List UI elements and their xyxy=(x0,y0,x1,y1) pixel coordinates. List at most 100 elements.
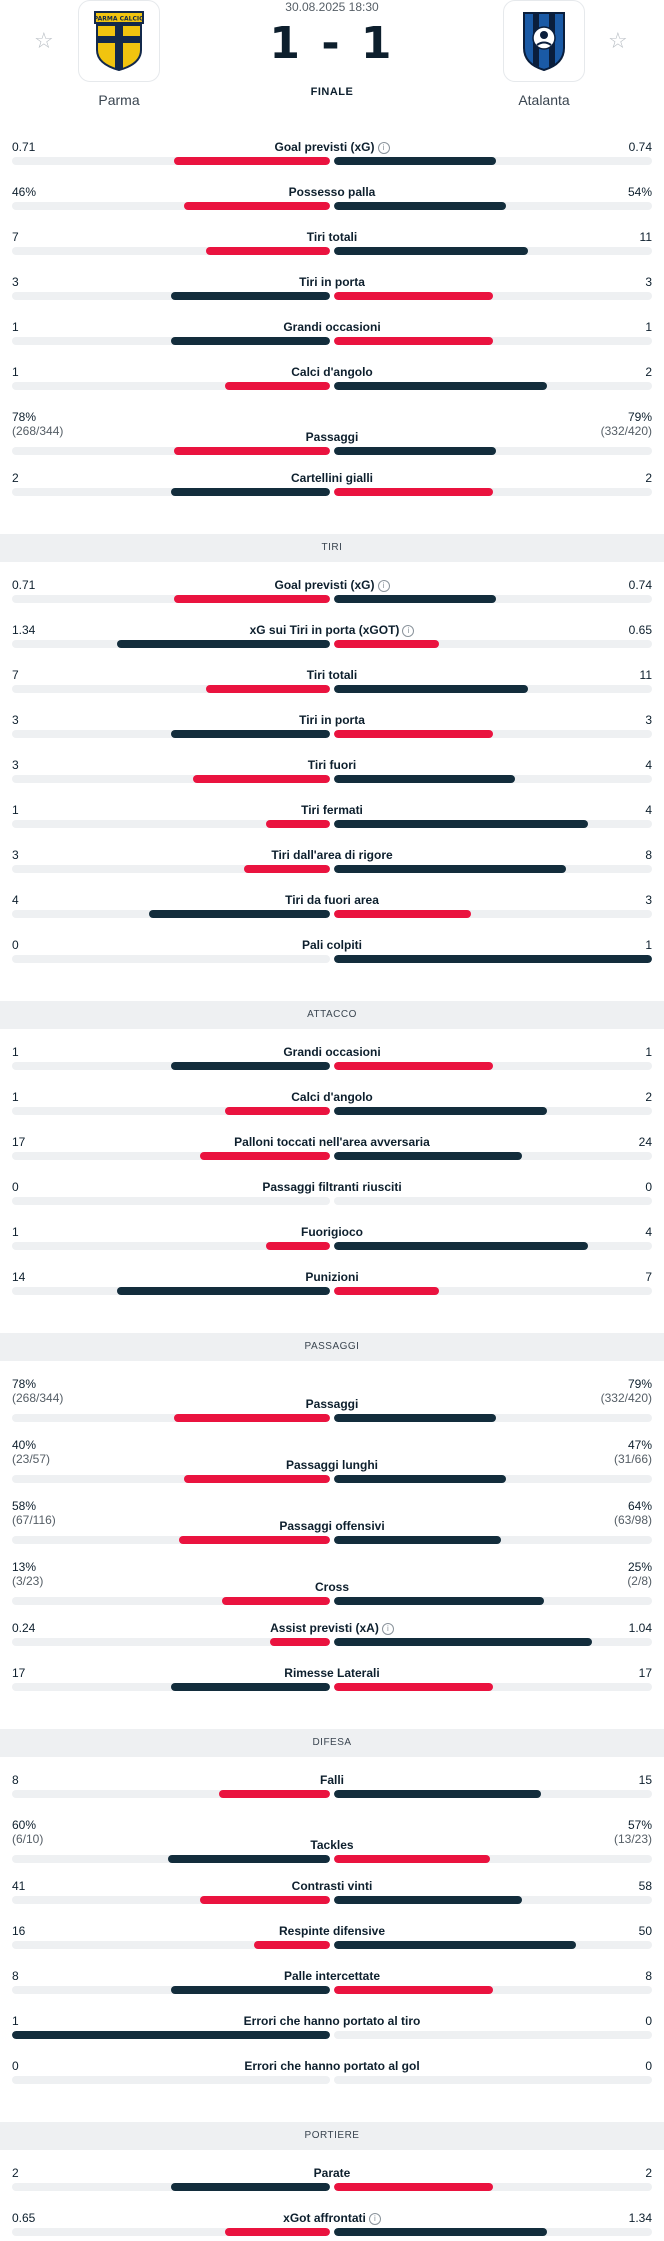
stat-row[interactable]: 3 8 Tiri dall'area di rigore xyxy=(0,848,664,893)
away-stat-main: 1.34 xyxy=(628,2211,652,2225)
stat-row[interactable]: 0.24 1.04 Assist previsti (xA) i xyxy=(0,1621,664,1666)
home-stat-bar xyxy=(12,2183,330,2191)
away-stat-value: 2 xyxy=(645,365,652,379)
info-icon[interactable]: i xyxy=(377,142,390,154)
away-team-name[interactable]: Atalanta xyxy=(518,92,570,108)
stat-row[interactable]: 1 0 Errori che hanno portato al tiro xyxy=(0,2014,664,2059)
stat-label-text: Errori che hanno portato al tiro xyxy=(243,2014,421,2028)
stat-row[interactable]: 0.71 0.74 Goal previsti (xG) i xyxy=(0,140,664,185)
away-stat-main: 0.74 xyxy=(628,578,652,592)
away-favorite-star-icon[interactable]: ☆ xyxy=(608,28,628,53)
stat-row[interactable]: 8 8 Palle intercettate xyxy=(0,1969,664,2014)
stat-row[interactable]: 40% (23/57) 47% (31/66) Passaggi lunghi xyxy=(0,1438,664,1499)
stat-row[interactable]: 1 2 Calci d'angolo xyxy=(0,1090,664,1135)
away-stat-main: 1 xyxy=(645,1045,652,1059)
stat-label-text: Possesso palla xyxy=(288,185,376,199)
away-stat-bar xyxy=(334,775,652,783)
away-stat-value: 0 xyxy=(645,1180,652,1194)
home-favorite-star-icon[interactable]: ☆ xyxy=(34,28,54,53)
stat-label-text: Tackles xyxy=(310,1838,354,1852)
stat-label-text: Passaggi lunghi xyxy=(285,1458,378,1472)
info-icon[interactable]: i xyxy=(377,580,390,592)
stat-label: Goal previsti (xG) i xyxy=(150,578,514,592)
stat-label: Respinte difensive xyxy=(150,1924,514,1938)
home-stat-bar xyxy=(12,1896,330,1904)
stat-row[interactable]: 78% (268/344) 79% (332/420) Passaggi xyxy=(0,410,664,471)
stat-row[interactable]: 3 3 Tiri in porta xyxy=(0,275,664,320)
stat-row[interactable]: 8 15 Falli xyxy=(0,1773,664,1818)
away-stat-main: 57% xyxy=(627,1818,652,1832)
stat-row[interactable]: 0 0 Passaggi filtranti riusciti xyxy=(0,1180,664,1225)
home-stat-bar-fill xyxy=(171,1062,330,1070)
stat-row[interactable]: 7 11 Tiri totali xyxy=(0,668,664,713)
stat-row[interactable]: 1 4 Fuorigioco xyxy=(0,1225,664,1270)
stat-label: Tiri dall'area di rigore xyxy=(150,848,514,862)
home-stat-main: 0.71 xyxy=(12,140,36,154)
stat-row[interactable]: 0 0 Errori che hanno portato al gol xyxy=(0,2059,664,2104)
stat-row[interactable]: 78% (268/344) 79% (332/420) Passaggi xyxy=(0,1377,664,1438)
away-stat-bar xyxy=(334,595,652,603)
home-stat-main: 0 xyxy=(12,1180,19,1194)
home-stat-bar-fill xyxy=(270,1638,330,1646)
away-stat-main: 47% xyxy=(627,1438,652,1452)
away-stat-bar-fill xyxy=(334,1683,493,1691)
stat-row[interactable]: 0 1 Pali colpiti xyxy=(0,938,664,983)
match-status: FINALE xyxy=(310,86,354,98)
stat-row[interactable]: 46% 54% Possesso palla xyxy=(0,185,664,230)
away-stat-bar-fill xyxy=(334,1941,576,1949)
stat-row[interactable]: 1 2 Calci d'angolo xyxy=(0,365,664,410)
stat-row[interactable]: 17 24 Palloni toccati nell'area avversaria xyxy=(0,1135,664,1180)
home-stat-main: 4 xyxy=(12,893,19,907)
home-stat-value: 0.71 xyxy=(12,140,35,154)
home-stat-value: 1 xyxy=(12,365,19,379)
stat-row[interactable]: 2 2 Cartellini gialli xyxy=(0,471,664,516)
home-team-logo[interactable]: PARMA CALCIO xyxy=(78,0,160,82)
home-stat-main: 1.34 xyxy=(12,623,36,637)
stat-label: Parate xyxy=(150,2166,514,2180)
stat-row[interactable]: 14 7 Punizioni xyxy=(0,1270,664,1315)
away-stat-bar xyxy=(334,1414,652,1422)
match-datetime: 30.08.2025 18:30 xyxy=(285,0,379,14)
info-icon[interactable]: i xyxy=(402,625,415,637)
home-stat-bar xyxy=(12,1683,330,1691)
info-icon[interactable]: i xyxy=(368,2213,381,2225)
stat-label-text: Calci d'angolo xyxy=(291,365,373,379)
home-stat-value: 41 xyxy=(12,1879,25,1893)
stat-row[interactable]: 60% (6/10) 57% (13/23) Tackles xyxy=(0,1818,664,1879)
stat-row[interactable]: 1 4 Tiri fermati xyxy=(0,803,664,848)
away-stat-value: 7 xyxy=(645,1270,652,1284)
home-stat-value: 16 xyxy=(12,1924,25,1938)
stat-row[interactable]: 0.65 1.34 xGot affrontati i xyxy=(0,2211,664,2241)
stat-row[interactable]: 4 3 Tiri da fuori area xyxy=(0,893,664,938)
stat-row[interactable]: 3 3 Tiri in porta xyxy=(0,713,664,758)
away-stat-bar-fill xyxy=(334,447,496,455)
away-stat-value: 50 xyxy=(639,1924,652,1938)
stat-row[interactable]: 0.71 0.74 Goal previsti (xG) i xyxy=(0,578,664,623)
away-team-logo[interactable] xyxy=(503,0,585,82)
stat-row[interactable]: 58% (67/116) 64% (63/98) Passaggi offensivi xyxy=(0,1499,664,1560)
stat-label-text: Respinte difensive xyxy=(278,1924,386,1938)
home-stat-bar-fill xyxy=(174,1414,330,1422)
stat-row[interactable]: 16 50 Respinte difensive xyxy=(0,1924,664,1969)
stat-row[interactable]: 41 58 Contrasti vinti xyxy=(0,1879,664,1924)
home-team-name[interactable]: Parma xyxy=(98,92,140,108)
stat-row[interactable]: 13% (3/23) 25% (2/8) Cross xyxy=(0,1560,664,1621)
away-stat-value: 4 xyxy=(645,803,652,817)
away-stat-bar xyxy=(334,202,652,210)
stat-label: Grandi occasioni xyxy=(150,1045,514,1059)
stat-row[interactable]: 1.34 0.65 xG sui Tiri in porta (xGOT) i xyxy=(0,623,664,668)
stat-label: Falli xyxy=(150,1773,514,1787)
away-stat-main: 11 xyxy=(639,230,652,244)
away-stat-bar-fill xyxy=(334,775,515,783)
stat-label: Calci d'angolo xyxy=(150,365,514,379)
stat-row[interactable]: 1 1 Grandi occasioni xyxy=(0,320,664,365)
stat-row[interactable]: 3 4 Tiri fuori xyxy=(0,758,664,803)
stat-row[interactable]: 2 2 Parate xyxy=(0,2166,664,2211)
stat-row[interactable]: 7 11 Tiri totali xyxy=(0,230,664,275)
stat-row[interactable]: 1 1 Grandi occasioni xyxy=(0,1045,664,1090)
stat-row[interactable]: 17 17 Rimesse Laterali xyxy=(0,1666,664,1711)
away-stat-bar-fill xyxy=(334,157,496,165)
svg-text:PARMA CALCIO: PARMA CALCIO xyxy=(94,16,144,23)
info-icon[interactable]: i xyxy=(381,1623,394,1635)
away-stat-bar-fill xyxy=(334,1855,490,1863)
